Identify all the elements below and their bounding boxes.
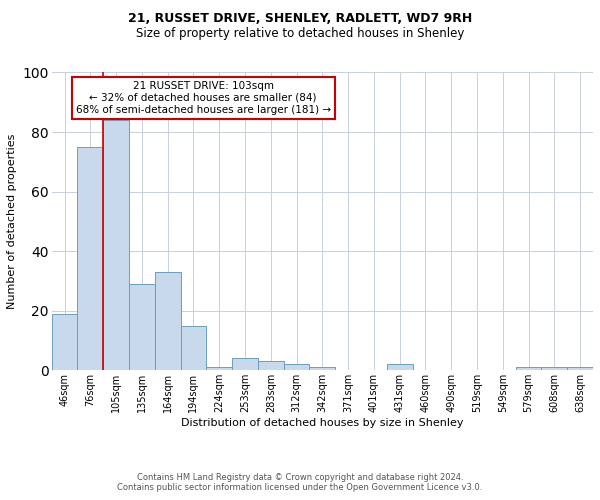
Bar	[387, 364, 413, 370]
Bar	[155, 272, 181, 370]
Text: 21, RUSSET DRIVE, SHENLEY, RADLETT, WD7 9RH: 21, RUSSET DRIVE, SHENLEY, RADLETT, WD7 …	[128, 12, 472, 26]
Bar	[103, 120, 129, 370]
Bar	[258, 362, 284, 370]
Bar	[52, 314, 77, 370]
Bar	[129, 284, 155, 370]
Text: Size of property relative to detached houses in Shenley: Size of property relative to detached ho…	[136, 28, 464, 40]
X-axis label: Distribution of detached houses by size in Shenley: Distribution of detached houses by size …	[181, 418, 464, 428]
Bar	[284, 364, 310, 370]
Bar	[232, 358, 258, 370]
Text: 21 RUSSET DRIVE: 103sqm
← 32% of detached houses are smaller (84)
68% of semi-de: 21 RUSSET DRIVE: 103sqm ← 32% of detache…	[76, 82, 331, 114]
Bar	[516, 368, 541, 370]
Y-axis label: Number of detached properties: Number of detached properties	[7, 134, 17, 309]
Bar	[310, 368, 335, 370]
Bar	[567, 368, 593, 370]
Bar	[181, 326, 206, 370]
Bar	[541, 368, 567, 370]
Bar	[77, 147, 103, 370]
Bar	[206, 368, 232, 370]
Text: Contains HM Land Registry data © Crown copyright and database right 2024.
Contai: Contains HM Land Registry data © Crown c…	[118, 473, 482, 492]
